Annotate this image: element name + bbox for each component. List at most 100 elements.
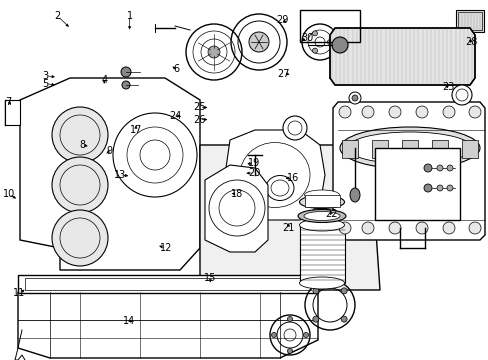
- Circle shape: [248, 32, 268, 52]
- Circle shape: [52, 107, 108, 163]
- Circle shape: [361, 222, 373, 234]
- Bar: [299, 10, 359, 42]
- Ellipse shape: [299, 277, 344, 289]
- Circle shape: [436, 185, 442, 191]
- Text: 24: 24: [168, 111, 181, 121]
- Circle shape: [415, 106, 427, 118]
- Ellipse shape: [349, 188, 359, 202]
- Bar: [341, 140, 357, 158]
- Circle shape: [423, 184, 431, 192]
- Circle shape: [468, 106, 480, 118]
- Ellipse shape: [299, 195, 344, 208]
- Text: 17: 17: [129, 125, 142, 135]
- Text: 7: 7: [6, 96, 12, 107]
- Polygon shape: [204, 165, 267, 252]
- Circle shape: [388, 106, 400, 118]
- Text: 4: 4: [101, 75, 107, 85]
- Circle shape: [338, 106, 350, 118]
- Circle shape: [361, 106, 373, 118]
- Circle shape: [312, 31, 317, 36]
- Text: 20: 20: [247, 168, 260, 178]
- Bar: [18, 275, 317, 293]
- Text: 9: 9: [106, 146, 112, 156]
- Circle shape: [446, 165, 452, 171]
- Circle shape: [348, 92, 360, 104]
- Circle shape: [122, 81, 130, 89]
- Bar: [371, 140, 387, 158]
- Circle shape: [442, 222, 454, 234]
- Polygon shape: [224, 130, 325, 220]
- Circle shape: [283, 116, 306, 140]
- Bar: [25, 278, 310, 290]
- Polygon shape: [20, 78, 200, 270]
- Bar: [401, 140, 417, 158]
- Circle shape: [121, 67, 131, 77]
- Text: 13: 13: [113, 170, 126, 180]
- Text: 16: 16: [286, 173, 299, 183]
- Circle shape: [446, 185, 452, 191]
- Text: 2: 2: [55, 11, 61, 21]
- Bar: [374, 148, 459, 220]
- Circle shape: [338, 222, 350, 234]
- Polygon shape: [5, 100, 20, 125]
- Ellipse shape: [299, 219, 344, 231]
- Circle shape: [423, 164, 431, 172]
- Circle shape: [327, 40, 332, 45]
- Text: 6: 6: [173, 64, 179, 74]
- Circle shape: [341, 288, 346, 294]
- Text: 21: 21: [282, 222, 294, 233]
- Ellipse shape: [265, 175, 293, 201]
- Circle shape: [312, 48, 317, 53]
- Text: 14: 14: [122, 316, 135, 326]
- Circle shape: [52, 210, 108, 266]
- Text: 22: 22: [325, 209, 337, 219]
- Circle shape: [207, 46, 220, 58]
- Ellipse shape: [304, 212, 339, 220]
- Text: 23: 23: [442, 82, 454, 92]
- Bar: [431, 140, 447, 158]
- Circle shape: [312, 288, 318, 294]
- Text: 11: 11: [13, 288, 26, 298]
- Text: 27: 27: [277, 69, 289, 79]
- Polygon shape: [18, 292, 317, 358]
- Circle shape: [451, 85, 471, 105]
- Polygon shape: [329, 28, 474, 85]
- Bar: [299, 225, 345, 283]
- Ellipse shape: [339, 127, 479, 169]
- Bar: [455, 10, 483, 32]
- Circle shape: [331, 37, 347, 53]
- Circle shape: [271, 333, 276, 338]
- Text: 29: 29: [276, 15, 288, 25]
- Text: 1: 1: [126, 11, 132, 21]
- Circle shape: [312, 316, 318, 322]
- Bar: [305, 195, 339, 207]
- Text: 18: 18: [230, 189, 243, 199]
- Text: 5: 5: [42, 78, 48, 89]
- Text: 30: 30: [300, 33, 313, 43]
- Text: 25: 25: [193, 102, 205, 112]
- Text: 3: 3: [42, 71, 48, 81]
- Circle shape: [287, 316, 292, 321]
- Circle shape: [287, 348, 292, 354]
- Text: 10: 10: [2, 189, 15, 199]
- Polygon shape: [200, 145, 379, 290]
- Circle shape: [442, 106, 454, 118]
- Polygon shape: [332, 102, 484, 240]
- Circle shape: [351, 95, 357, 101]
- Circle shape: [341, 316, 346, 322]
- Text: 19: 19: [247, 158, 260, 168]
- Circle shape: [113, 113, 197, 197]
- Circle shape: [52, 157, 108, 213]
- Circle shape: [468, 222, 480, 234]
- Circle shape: [415, 222, 427, 234]
- Bar: [457, 12, 481, 30]
- Ellipse shape: [347, 132, 471, 164]
- Circle shape: [303, 333, 308, 338]
- Text: 28: 28: [465, 37, 477, 47]
- Bar: [461, 140, 477, 158]
- Circle shape: [436, 165, 442, 171]
- Text: 12: 12: [160, 243, 172, 253]
- Text: 26: 26: [193, 114, 205, 125]
- Text: 15: 15: [203, 273, 216, 283]
- Text: 8: 8: [79, 140, 85, 150]
